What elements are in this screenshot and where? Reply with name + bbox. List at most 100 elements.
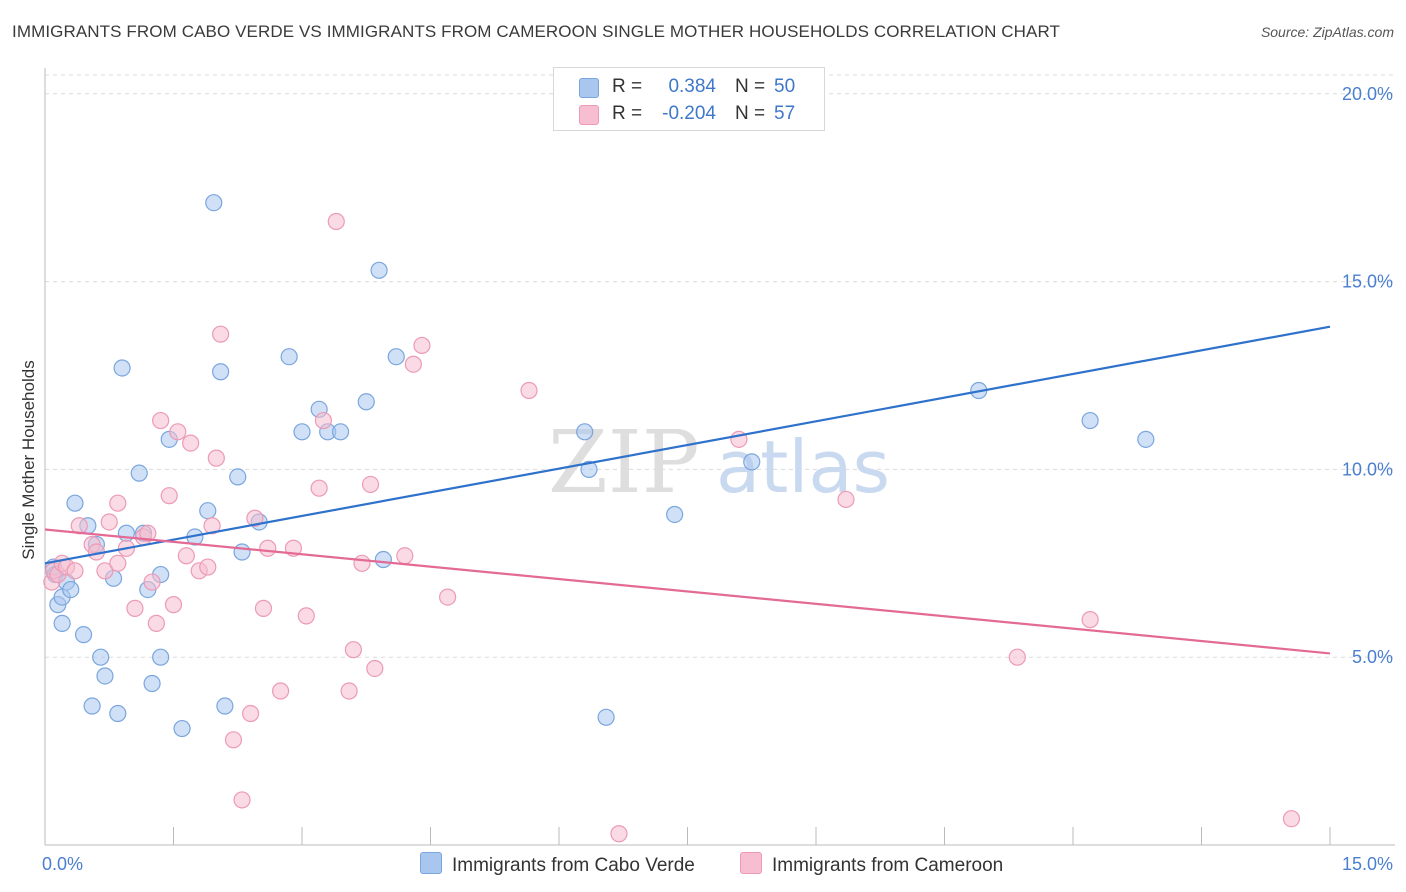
data-point [597, 708, 615, 726]
series-cabo-verde-points [44, 194, 1155, 738]
blue-swatch-icon [579, 78, 599, 98]
data-point [130, 464, 148, 482]
data-point [387, 348, 405, 366]
data-point [199, 558, 217, 576]
data-point [216, 697, 234, 715]
data-point [169, 423, 187, 441]
data-point [62, 580, 80, 599]
data-point [205, 194, 223, 212]
data-point [207, 449, 225, 467]
n-label: N = [735, 103, 766, 124]
data-point [83, 697, 101, 715]
x-tick-label: 0.0% [42, 854, 83, 874]
data-point [139, 524, 157, 542]
series-cameroon-points [43, 212, 1301, 843]
data-point [370, 261, 388, 279]
data-point [837, 490, 855, 509]
data-point [66, 494, 84, 512]
data-point [331, 423, 350, 441]
n-value: 50 [774, 76, 796, 97]
grid-layer [45, 74, 1395, 658]
data-point [666, 505, 684, 524]
data-point [143, 573, 161, 591]
data-point [199, 502, 217, 520]
r-value: -0.204 [662, 103, 716, 124]
bottom-legend-label: Immigrants from Cameroon [772, 855, 1004, 876]
axis-layer [44, 68, 1395, 846]
data-point [212, 363, 230, 381]
r-label: R = [612, 76, 643, 97]
data-point [271, 682, 290, 700]
data-point [203, 517, 221, 535]
data-point [109, 494, 127, 512]
data-point [173, 719, 191, 738]
bottom-legend-label: Immigrants from Cabo Verde [452, 855, 695, 876]
data-point [353, 554, 371, 572]
tick-labels: 5.0% 10.0% 15.0% 20.0% 0.0% 15.0% Single Mothe… [19, 84, 1393, 874]
y-axis-title: Single Mother Households [19, 360, 38, 559]
data-point [233, 543, 251, 561]
data-point [96, 667, 114, 685]
data-point [109, 704, 127, 723]
data-point [229, 468, 247, 486]
data-point [92, 648, 110, 666]
data-point [293, 423, 311, 441]
data-point [1282, 810, 1301, 828]
data-point [246, 509, 264, 527]
data-point [233, 791, 251, 809]
data-point [310, 479, 328, 497]
trend-lines [44, 325, 1331, 655]
y-tick-label: 10.0% [1342, 459, 1393, 479]
data-point [147, 614, 165, 632]
data-point [126, 599, 144, 617]
data-point [361, 475, 380, 494]
data-point [404, 355, 422, 373]
data-point [242, 704, 260, 723]
data-point [340, 682, 358, 700]
data-point [344, 641, 362, 659]
data-point [66, 562, 84, 580]
data-point [1137, 430, 1155, 448]
data-point [1081, 411, 1099, 430]
legend-row-cabo-verde: R = 0.384 N = 50 [554, 73, 824, 101]
data-point [374, 550, 392, 569]
correlation-legend: R = 0.384 N = 50 R = -0.204 N = 57 [553, 67, 825, 131]
data-point [113, 359, 131, 377]
data-point [357, 393, 375, 411]
data-point [297, 607, 315, 625]
data-point [164, 596, 183, 614]
data-point [143, 674, 161, 693]
data-point [152, 648, 170, 666]
data-point [152, 411, 170, 430]
pink-swatch-icon [579, 105, 599, 125]
bottom-legend-cabo-verde: Immigrants from Cabo Verde [420, 852, 695, 877]
data-point [396, 547, 414, 565]
data-point [182, 434, 200, 452]
data-point [1081, 611, 1099, 629]
legend-row-cameroon: R = -0.204 N = 57 [554, 100, 824, 128]
pink-swatch-icon [740, 852, 762, 874]
data-point [366, 659, 384, 678]
data-point [576, 423, 594, 441]
source-label: Source: ZipAtlas.com [1260, 24, 1394, 40]
data-point [212, 325, 230, 343]
data-point [74, 626, 93, 644]
data-point [520, 381, 538, 400]
data-point [224, 731, 243, 749]
data-point [327, 212, 345, 231]
data-point [1008, 648, 1026, 666]
trend-line [44, 325, 1331, 565]
data-point [743, 453, 761, 471]
y-tick-label: 15.0% [1342, 272, 1393, 292]
data-point [177, 547, 195, 565]
n-value: 57 [774, 103, 796, 124]
bottom-legend-cameroon: Immigrants from Cameroon [740, 852, 1003, 877]
y-tick-label: 5.0% [1352, 647, 1393, 667]
data-point [53, 614, 71, 632]
data-point [160, 487, 178, 505]
data-point [413, 336, 431, 355]
blue-swatch-icon [420, 852, 442, 874]
r-label: R = [612, 103, 643, 124]
data-point [439, 588, 457, 606]
